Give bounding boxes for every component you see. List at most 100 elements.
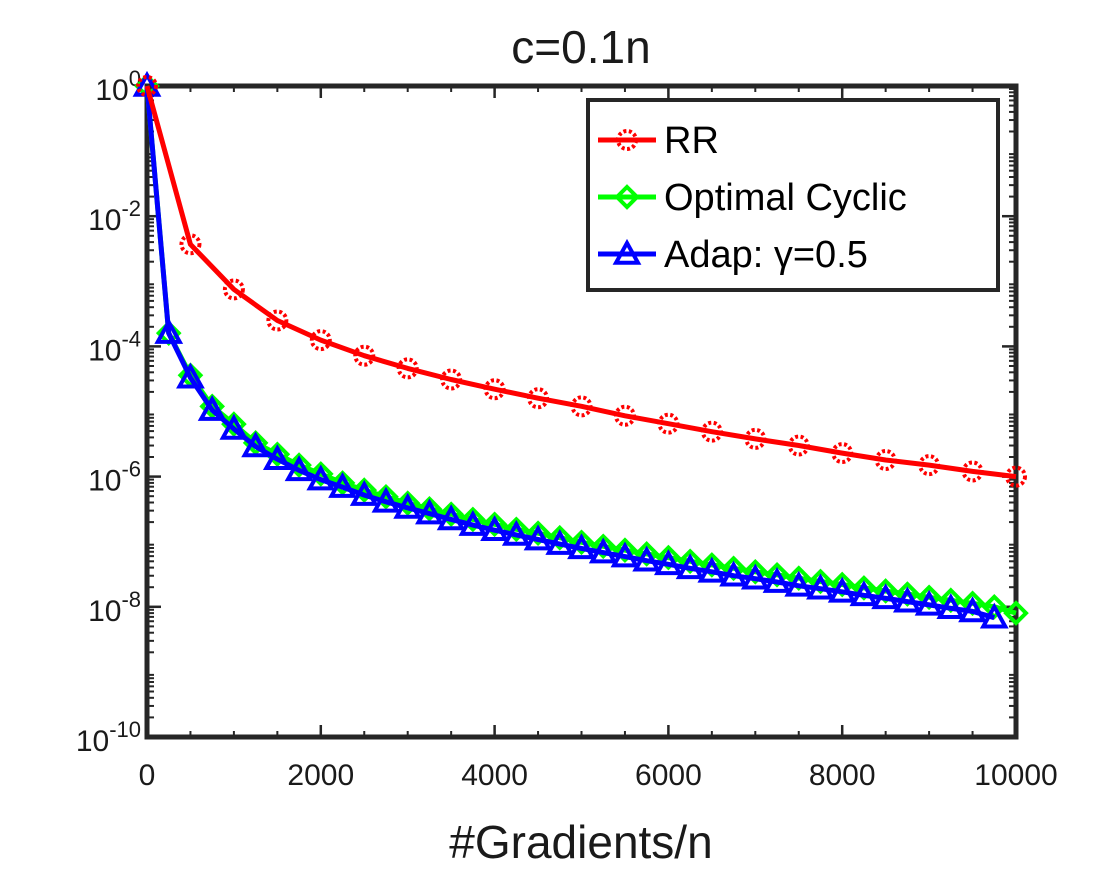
legend-marker bbox=[612, 238, 642, 265]
data-point bbox=[677, 548, 703, 575]
data-point bbox=[415, 498, 444, 525]
data-point bbox=[394, 490, 421, 517]
y-tick-label: 10-2 bbox=[88, 196, 141, 237]
data-point bbox=[612, 537, 638, 564]
data-point bbox=[764, 561, 790, 588]
data-point bbox=[176, 362, 205, 389]
data-point bbox=[613, 404, 636, 427]
data-point bbox=[328, 471, 357, 498]
data-point bbox=[480, 515, 509, 542]
data-point bbox=[154, 317, 184, 344]
data-point bbox=[286, 452, 312, 478]
data-point bbox=[806, 573, 835, 600]
data-point bbox=[807, 568, 834, 595]
data-point bbox=[503, 516, 530, 543]
data-point bbox=[396, 357, 419, 380]
y-tick-label: 100 bbox=[95, 66, 141, 107]
data-point bbox=[306, 464, 336, 491]
data-point bbox=[568, 529, 595, 556]
data-point bbox=[567, 533, 596, 560]
data-point bbox=[675, 553, 705, 580]
data-point bbox=[222, 278, 245, 301]
data-point bbox=[481, 511, 508, 538]
data-point bbox=[590, 533, 617, 560]
y-tick-label: 10-6 bbox=[88, 457, 141, 498]
data-point bbox=[914, 589, 944, 616]
legend-label: RR bbox=[664, 120, 719, 162]
data-point bbox=[438, 501, 464, 527]
x-tick-label: 8000 bbox=[809, 759, 876, 792]
data-point bbox=[458, 509, 488, 536]
plot-area: 0 2000 4000 6000 8000 10000 100 10-2 10-4 10-6 10-… bbox=[76, 66, 1058, 792]
data-point bbox=[831, 442, 854, 465]
data-point bbox=[699, 552, 725, 578]
data-point bbox=[373, 483, 399, 510]
data-point bbox=[136, 75, 158, 97]
data-point bbox=[918, 454, 941, 477]
data-point bbox=[744, 427, 767, 450]
data-point bbox=[1005, 465, 1027, 488]
data-point bbox=[307, 461, 334, 487]
data-point bbox=[633, 541, 660, 567]
data-point bbox=[610, 541, 640, 568]
chart-title: c=0.1n bbox=[511, 21, 650, 73]
data-point bbox=[440, 368, 463, 391]
legend-marker bbox=[616, 129, 638, 151]
data-point bbox=[762, 566, 792, 593]
x-tick-label: 10000 bbox=[974, 759, 1057, 792]
data-point bbox=[871, 583, 901, 610]
data-point bbox=[849, 580, 879, 607]
y-tick-label: 10-4 bbox=[88, 326, 141, 367]
data-point bbox=[353, 344, 376, 367]
data-point bbox=[349, 479, 379, 506]
data-point bbox=[851, 575, 877, 601]
x-tick-label: 4000 bbox=[461, 759, 528, 792]
legend-marker bbox=[614, 184, 640, 210]
data-point bbox=[742, 558, 769, 585]
data-point bbox=[329, 470, 356, 496]
data-point bbox=[892, 586, 922, 613]
data-point bbox=[266, 309, 289, 332]
data-point bbox=[979, 602, 1009, 629]
data-point bbox=[241, 431, 271, 458]
data-point bbox=[523, 524, 553, 551]
x-tick-label: 0 bbox=[139, 759, 156, 792]
data-point bbox=[961, 460, 984, 483]
data-point bbox=[657, 412, 680, 435]
data-point bbox=[219, 413, 249, 440]
legend-box bbox=[586, 98, 1000, 292]
legend-label: Adap: γ=0.5 bbox=[664, 234, 868, 276]
data-point bbox=[179, 233, 202, 256]
data-point bbox=[416, 495, 443, 522]
data-point bbox=[527, 387, 550, 410]
data-point bbox=[351, 477, 378, 503]
data-point bbox=[284, 455, 314, 482]
data-point bbox=[264, 441, 291, 468]
data-point bbox=[197, 395, 227, 421]
data-point bbox=[654, 549, 683, 576]
data-point bbox=[655, 544, 682, 571]
data-point bbox=[787, 434, 810, 457]
data-point bbox=[719, 560, 748, 587]
x-tick-label: 6000 bbox=[635, 759, 702, 792]
data-point bbox=[483, 378, 506, 401]
data-point bbox=[829, 571, 856, 598]
data-point bbox=[958, 596, 987, 623]
y-tick-label: 10-8 bbox=[88, 587, 141, 628]
legend-label: Optimal Cyclic bbox=[664, 177, 907, 219]
data-point bbox=[632, 545, 662, 572]
data-point bbox=[371, 486, 401, 513]
data-point bbox=[525, 520, 551, 547]
data-point bbox=[570, 395, 593, 418]
series-1 bbox=[134, 73, 1029, 626]
y-tick-label: 10-10 bbox=[76, 717, 141, 758]
data-point bbox=[262, 444, 292, 471]
data-point bbox=[827, 576, 857, 603]
data-point bbox=[874, 448, 897, 471]
data-point bbox=[501, 519, 531, 546]
data-point bbox=[784, 570, 814, 597]
data-point bbox=[936, 593, 966, 620]
data-point bbox=[545, 528, 575, 555]
x-tick-label: 2000 bbox=[287, 759, 354, 792]
